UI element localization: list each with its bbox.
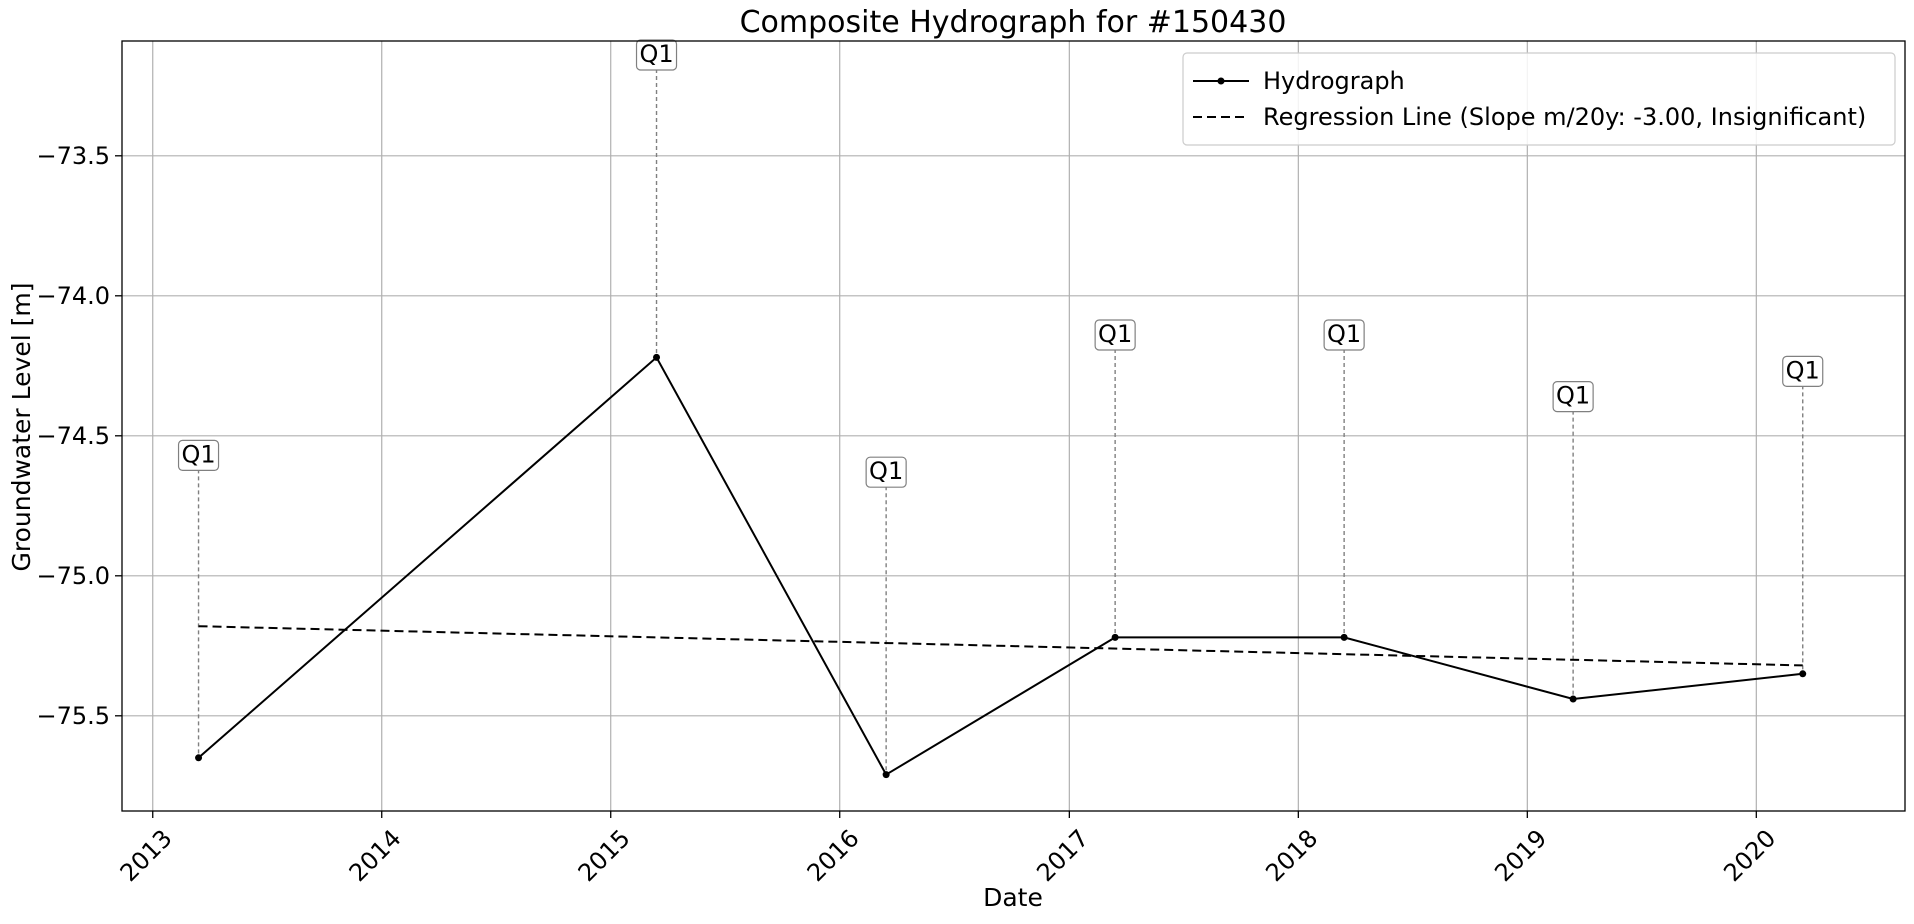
y-tick-label: −74.5 [36, 422, 110, 450]
annotation-box [1094, 319, 1136, 351]
annotation-box [1782, 355, 1824, 387]
annotation-label: Q1 [1786, 356, 1820, 384]
annotation-box [1323, 319, 1365, 351]
y-tick-label: −75.5 [36, 702, 110, 730]
annotation-labels: Q1 Q1 Q1 Q1 Q1 Q1 Q1 [177, 39, 1824, 488]
hydrograph-point [1799, 670, 1807, 678]
annotation-label: Q1 [639, 40, 673, 68]
x-tick-label: 2016 [802, 824, 865, 887]
axis-ticks: 2013 2014 2015 2016 2017 2018 2019 2020 −73.5 −74… [36, 142, 1781, 887]
annotation-box [635, 39, 678, 71]
x-tick-label: 2017 [1031, 824, 1094, 887]
annotation-label: Q1 [869, 457, 903, 485]
annotation-label: Q1 [1327, 320, 1361, 348]
x-tick-label: 2014 [344, 824, 407, 887]
x-tick-label: 2013 [115, 824, 178, 887]
x-tick-label: 2018 [1260, 824, 1323, 887]
annotation-label: Q1 [1556, 382, 1590, 410]
hydrograph-point [653, 353, 661, 361]
hydrograph-point [195, 754, 203, 762]
annotation-label: Q1 [181, 440, 215, 468]
annotation-box [865, 456, 907, 488]
x-axis-title: Date [983, 883, 1043, 912]
y-tick-label: −73.5 [36, 142, 110, 170]
grid-layer [122, 41, 1905, 811]
annotation-box [1552, 381, 1594, 413]
x-tick-label: 2020 [1718, 824, 1781, 887]
y-axis-title: Groundwater Level [m] [7, 283, 36, 572]
x-tick-label: 2019 [1489, 824, 1552, 887]
y-tick-label: −75.0 [36, 562, 110, 590]
hydrograph-point [1111, 633, 1119, 641]
chart-title: Composite Hydrograph for #150430 [740, 5, 1287, 40]
hydrograph-line [197, 355, 1803, 776]
legend-regression-label: Regression Line (Slope m/20y: -3.00, Ins… [1263, 103, 1866, 131]
legend-hydrograph-label: Hydrograph [1263, 67, 1405, 95]
annotation-lines [197, 69, 1804, 775]
plot-frame [121, 40, 1906, 812]
legend: Hydrograph Regression Line (Slope m/20y:… [1182, 52, 1896, 146]
hydrograph-point [1569, 695, 1577, 703]
legend-box [1182, 52, 1896, 146]
annotation-box [177, 439, 220, 471]
hydrograph-point [882, 771, 890, 779]
y-tick-label: −74.0 [36, 282, 110, 310]
regression-line [198, 625, 1803, 667]
series-layer [195, 353, 1807, 779]
legend-hydrograph-marker [1217, 77, 1225, 85]
annotation-label: Q1 [1098, 320, 1132, 348]
hydrograph-point [1340, 633, 1348, 641]
x-tick-label: 2015 [573, 824, 636, 887]
